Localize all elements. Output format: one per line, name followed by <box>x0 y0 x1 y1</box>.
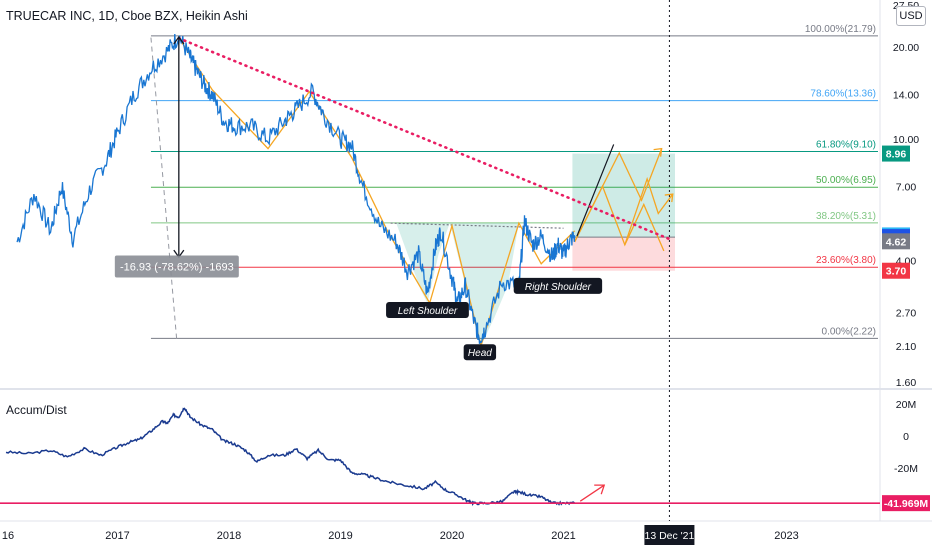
price-tick-label: 10.00 <box>893 134 919 146</box>
price-label-bg <box>882 262 910 279</box>
cursor-date-label: 13 Dec '21 <box>644 530 694 542</box>
accum-arrow <box>579 484 605 502</box>
pattern-label-bg <box>463 344 497 361</box>
price-tick-label: 2.70 <box>896 307 917 319</box>
price-tick-label: 14.00 <box>893 89 919 101</box>
accum-tick-label: 0 <box>903 431 909 443</box>
price-tick-label: 7.00 <box>896 181 917 193</box>
cursor-date-bg <box>644 525 695 545</box>
time-tick-label: 16 <box>2 530 14 542</box>
measure-label-bg <box>114 255 239 278</box>
target-zone <box>572 153 675 238</box>
measure-arrowhead-top <box>173 35 185 45</box>
price-label-bg <box>882 233 910 250</box>
fib-level-label: 100.00%(21.79) <box>805 24 876 35</box>
accum-tick-label: -20M <box>894 463 918 475</box>
accum-tick-label: 20M <box>896 399 916 411</box>
fib-level-label: 0.00%(2.22) <box>822 326 876 337</box>
projection-path <box>624 176 674 246</box>
time-tick-label: 2023 <box>774 530 798 542</box>
accum-last-value: -41.969M <box>884 498 929 510</box>
pattern-label: Left Shoulder <box>398 306 458 317</box>
descending-trendline <box>177 36 671 241</box>
neckline <box>390 222 564 229</box>
pattern-label: Head <box>468 348 492 359</box>
time-tick-label: 2019 <box>328 530 352 542</box>
pattern-label: Right Shoulder <box>525 282 592 293</box>
fib-level-label: 38.20%(5.31) <box>816 211 876 222</box>
projection-arrowhead <box>664 193 674 203</box>
pattern-label-bg <box>386 302 469 319</box>
time-tick-label: 2021 <box>551 530 575 542</box>
accum-arrowhead <box>594 484 606 495</box>
accum-last-value-bg <box>882 495 930 512</box>
price-tick-label: 20.00 <box>893 42 919 54</box>
fib-level-label: 50.00%(6.95) <box>816 175 876 186</box>
chart-title: TRUECAR INC, 1D, Cboe BZX, Heikin Ashi <box>6 9 248 23</box>
price-label: 4.62 <box>886 236 907 248</box>
price-label-bg <box>882 145 910 162</box>
measure-label: -16.93 (-78.62%) -1693 <box>120 261 234 273</box>
fib-level-label: 61.80%(9.10) <box>816 140 876 151</box>
price-tick-label: 2.10 <box>896 341 917 353</box>
time-tick-label: 2020 <box>440 530 464 542</box>
head-shoulders-fill <box>396 223 519 346</box>
price-label: 8.96 <box>886 149 907 161</box>
fib-level-label: 23.60%(3.80) <box>816 255 876 266</box>
time-tick-label: 2017 <box>105 530 129 542</box>
projection-arrowhead <box>653 147 663 157</box>
pattern-label-bg <box>513 277 603 294</box>
price-label: 3.70 <box>886 266 907 278</box>
indicator-title: Accum/Dist <box>6 403 67 417</box>
breakout-line <box>576 144 615 237</box>
fib-level-label: 78.60%(13.36) <box>810 89 876 100</box>
price-tick-label: 1.60 <box>896 377 917 389</box>
time-tick-label: 2018 <box>217 530 241 542</box>
currency-button[interactable]: USD <box>896 6 926 26</box>
